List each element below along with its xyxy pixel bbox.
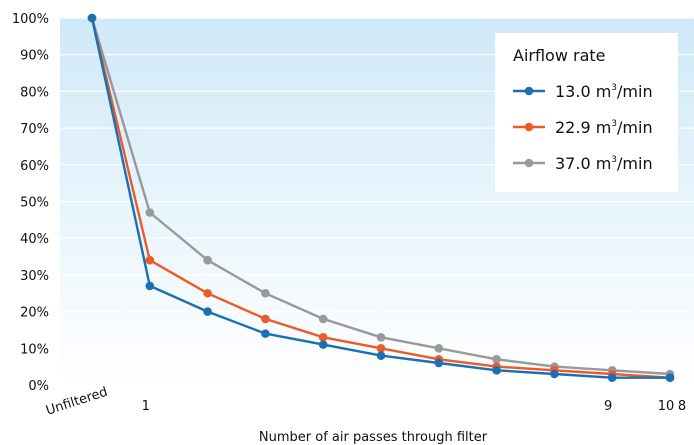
- y-tick-label: 50%: [20, 196, 49, 211]
- y-tick-label: 10%: [20, 342, 49, 357]
- legend-swatch-marker: [524, 122, 534, 132]
- data-point: [376, 332, 386, 342]
- x-tick-label: 8: [678, 399, 686, 414]
- x-axis-title: Number of air passes through filter: [259, 430, 488, 445]
- data-point: [607, 373, 617, 382]
- data-point: [87, 13, 97, 23]
- data-point: [145, 208, 155, 217]
- data-point: [318, 332, 328, 342]
- data-point: [376, 344, 386, 353]
- y-tick-label: 100%: [12, 12, 49, 27]
- legend-label: 22.9 m3/min: [555, 118, 653, 137]
- legend-label: 13.0 m3/min: [555, 82, 653, 101]
- x-tick-label: Unfiltered: [44, 385, 109, 419]
- data-point: [203, 307, 212, 316]
- data-point: [665, 373, 675, 382]
- data-point: [434, 358, 444, 368]
- legend-items: 13.0 m3/min 22.9 m3/min 37.0 m3/min: [513, 82, 653, 173]
- y-tick-label: 40%: [20, 232, 49, 247]
- y-axis-tick-labels: 0% 10% 20% 30% 40% 50% 60% 70% 80% 90% 100%: [12, 12, 49, 394]
- series-lines: [87, 13, 675, 382]
- data-point: [261, 329, 270, 338]
- legend: Airflow rate 13.0 m3/min 22.9 m3/min 37.0 …: [495, 33, 678, 192]
- x-tick-label: 9: [604, 399, 612, 414]
- legend-title: Airflow rate: [513, 46, 606, 65]
- legend-swatch-marker: [524, 86, 534, 96]
- data-point: [492, 355, 501, 364]
- data-point: [261, 288, 270, 298]
- data-point: [203, 288, 212, 298]
- y-tick-label: 0%: [28, 379, 49, 394]
- y-tick-label: 20%: [20, 306, 49, 321]
- data-point: [145, 255, 155, 265]
- legend-unit-superscript: 3: [611, 119, 617, 129]
- y-tick-label: 70%: [20, 122, 49, 137]
- data-point: [376, 351, 386, 360]
- legend-box: [495, 33, 678, 192]
- x-tick-label: 10: [658, 399, 675, 414]
- legend-unit-superscript: 3: [611, 155, 617, 165]
- data-point: [318, 340, 328, 349]
- y-tick-label: 80%: [20, 85, 49, 100]
- x-axis-tick-labels: Unfiltered 1 9 10 8: [44, 385, 686, 419]
- data-point: [492, 366, 501, 375]
- data-point: [203, 255, 212, 265]
- legend-label: 37.0 m3/min: [555, 154, 653, 173]
- data-point: [550, 369, 559, 379]
- x-tick-label: 1: [142, 399, 150, 414]
- legend-swatch-marker: [524, 158, 534, 168]
- data-point: [318, 314, 328, 324]
- data-point: [434, 344, 444, 353]
- legend-unit-superscript: 3: [611, 83, 617, 93]
- y-tick-label: 60%: [20, 159, 49, 174]
- y-tick-label: 30%: [20, 269, 49, 284]
- data-point: [145, 281, 155, 291]
- data-point: [261, 314, 270, 324]
- y-tick-label: 90%: [20, 49, 49, 64]
